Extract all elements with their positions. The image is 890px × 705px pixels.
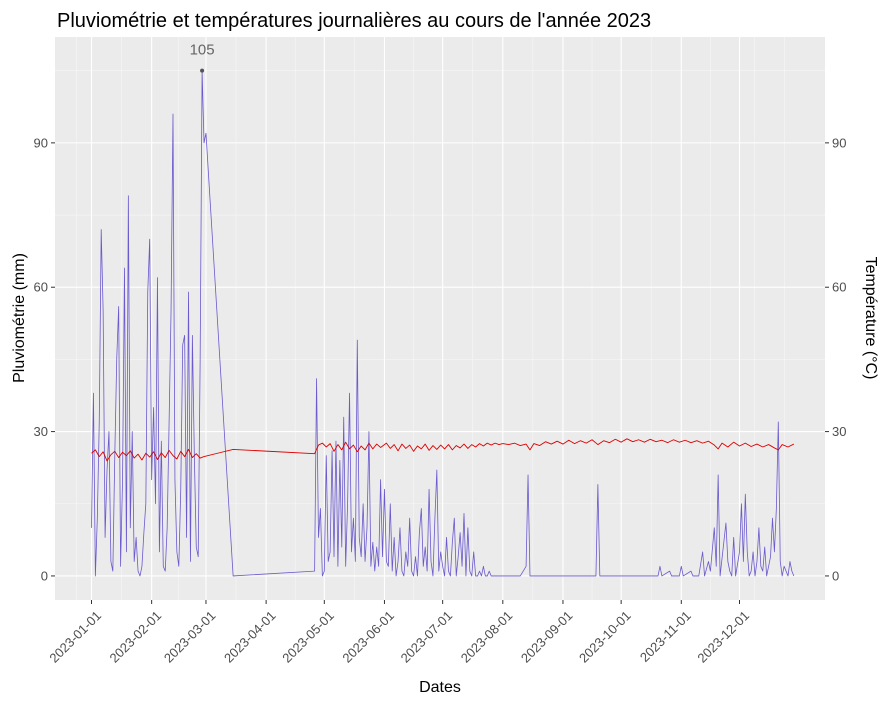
x-tick-label: 2023-04-01: [221, 608, 279, 666]
x-tick-label: 2023-05-01: [279, 608, 337, 666]
y-tick-label-right: 0: [832, 568, 839, 583]
y-tick-label-left: 90: [34, 135, 48, 150]
x-tick-label: 2023-07-01: [398, 608, 456, 666]
y-tick-label-left: 0: [41, 568, 48, 583]
y-axis-left: 0 30 60 90: [34, 135, 55, 583]
x-tick-label: 2023-12-01: [694, 608, 752, 666]
x-tick-label: 2023-11-01: [637, 608, 694, 665]
x-tick-label: 2023-06-01: [339, 608, 397, 666]
y-tick-label-left: 30: [34, 424, 48, 439]
x-tick-label: 2023-08-01: [458, 608, 516, 666]
temperature-line: [91, 438, 795, 462]
series-layer: [91, 70, 795, 577]
plot-panel: [55, 37, 825, 600]
grid-minor: [55, 37, 825, 600]
x-tick-label: 2023-09-01: [518, 608, 576, 666]
x-axis-title: Dates: [419, 679, 461, 696]
x-tick-label: 2023-01-01: [46, 608, 104, 666]
peak-point: [200, 68, 205, 73]
peak-label: 105: [190, 42, 215, 59]
rainfall-line: [91, 70, 795, 577]
chart-title: Pluviométrie et températures journalière…: [57, 10, 651, 32]
y-tick-label-left: 60: [34, 280, 48, 295]
y-tick-label-right: 90: [832, 135, 846, 150]
y-axis-right: 0 30 60 90: [825, 135, 846, 583]
y-axis-left-title: Pluviométrie (mm): [11, 253, 28, 383]
x-tick-label: 2023-10-01: [576, 608, 634, 666]
x-tick-label: 2023-02-01: [107, 608, 165, 666]
y-tick-label-right: 30: [832, 424, 846, 439]
x-tick-label: 2023-03-01: [161, 608, 219, 666]
annotation-layer: 105: [190, 42, 215, 73]
y-axis-right-title: Température (°C): [862, 257, 879, 380]
y-tick-label-right: 60: [832, 280, 846, 295]
